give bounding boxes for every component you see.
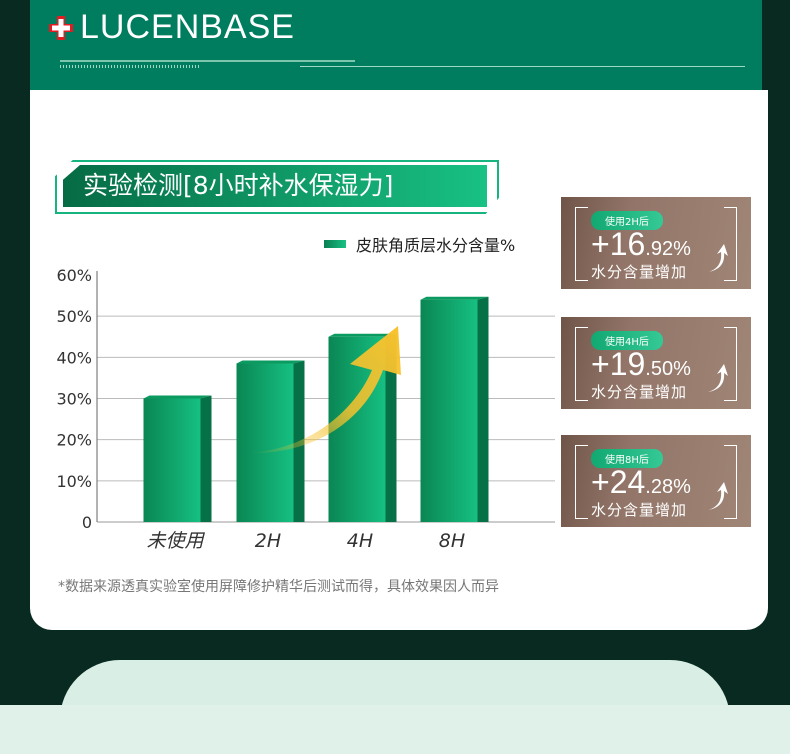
plus-sign: + [591,464,610,500]
decor-line [300,66,745,67]
up-arrow-icon [708,364,728,392]
stat-value-int: 19 [609,346,646,382]
decor-line [60,60,355,62]
bar [420,299,478,522]
stat-badge: 使用8H后 [591,449,663,468]
bar-top [236,360,305,364]
bracket [575,327,588,401]
disclaimer-note: *数据来源透真实验室使用屏障修护精华后测试而得，具体效果因人而异 [58,579,499,595]
x-tick-label: 未使用 [146,530,205,552]
trend-arrow [247,326,401,454]
stat-value-dec: .92% [645,238,691,260]
brand-header: LUCENBASE [30,0,762,90]
up-arrow-icon [708,244,728,272]
stat-card: 使用2H后 +16.92% 水分含量增加 [561,197,751,289]
stat-value: +24.28% [591,465,691,504]
x-tick-label: 8H [439,530,465,552]
stat-card: 使用8H后 +24.28% 水分含量增加 [561,435,751,527]
bar [236,363,294,522]
red-cross-icon [49,15,73,40]
decor-dots [60,65,200,68]
bracket [575,445,588,519]
stat-label: 水分含量增加 [591,501,688,519]
y-tick-label: 50% [56,307,92,326]
stat-value: +19.50% [591,347,691,386]
x-tick-label: 2H [255,530,281,552]
bar-top [143,395,212,399]
bar [143,398,201,522]
bracket [724,445,737,519]
stat-value-int: 24 [609,464,646,500]
title-frame [55,160,499,214]
section-title: 实验检测[8小时补水保湿力] [63,165,487,207]
y-tick-label: 40% [56,348,92,367]
bracket [724,207,737,281]
stat-value: +16.92% [591,227,691,266]
plus-sign: + [591,226,610,262]
y-tick-label: 0 [82,513,92,532]
y-tick-label: 60% [56,266,92,285]
brand-name: LUCENBASE [80,8,295,46]
bracket [724,327,737,401]
stat-value-dec: .28% [645,476,691,498]
stat-value-dec: .50% [645,358,691,380]
bar-top [328,333,397,337]
stat-label: 水分含量增加 [591,383,688,401]
y-tick-label: 10% [56,472,92,491]
bar-top [420,296,489,300]
decor-bottom [0,705,790,754]
bar-side [385,333,397,522]
logo: LUCENBASE [48,8,295,47]
bracket [575,207,588,281]
bar-chart: 0 10% 20% 30% 40% 50% 60% 未使用 2H 4H 8H [56,266,555,552]
x-tick-label: 4H [347,530,373,552]
legend-swatch [324,240,346,248]
y-tick-label: 20% [56,431,92,450]
bar-side [477,296,489,522]
stat-card: 使用4H后 +19.50% 水分含量增加 [561,317,751,409]
legend-label: 皮肤角质层水分含量% [356,236,516,255]
stat-label: 水分含量增加 [591,263,688,281]
stat-badge: 使用2H后 [591,211,663,230]
up-arrow-icon [708,482,728,510]
stat-badge: 使用4H后 [591,331,663,350]
plus-sign: + [591,346,610,382]
stat-value-int: 16 [609,226,646,262]
bar-side [200,395,212,522]
chart-legend: 皮肤角质层水分含量% [324,232,515,256]
y-tick-label: 30% [56,390,92,409]
